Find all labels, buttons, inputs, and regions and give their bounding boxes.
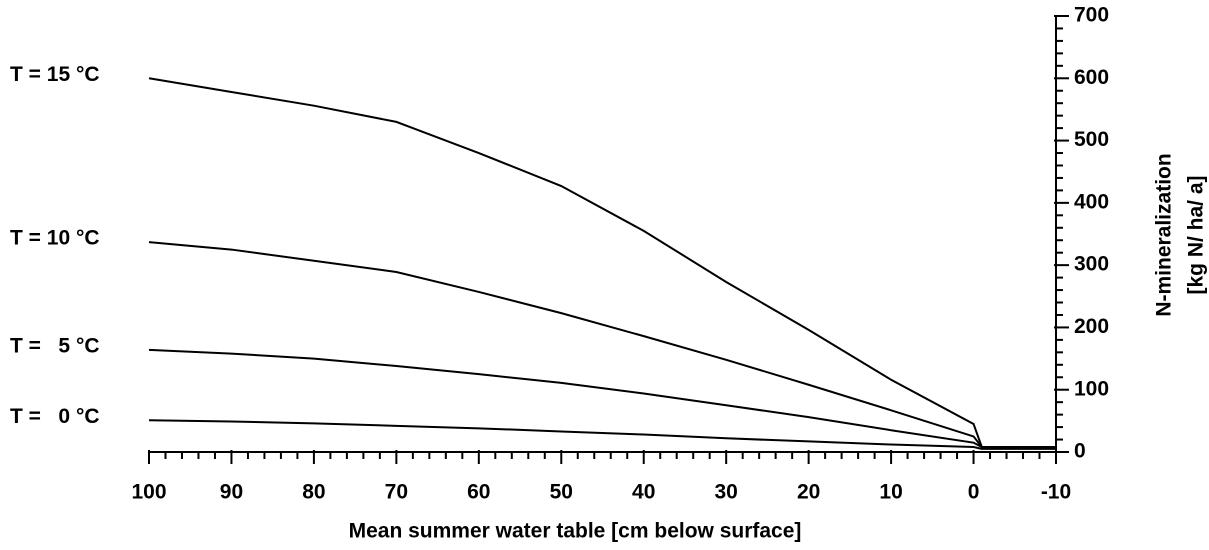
x-tick-label: 20: [797, 481, 820, 504]
y-tick-label: 500: [1074, 128, 1109, 151]
series-label: T = 10 °C: [10, 227, 100, 250]
x-tick-label: 100: [131, 481, 166, 504]
x-tick-label: 0: [968, 481, 980, 504]
x-tick-label: 10: [879, 481, 902, 504]
y-axis-label-line: [kg N/ ha/ a]: [1185, 175, 1208, 294]
x-tick-label: 40: [632, 481, 655, 504]
x-tick-label: 50: [550, 481, 573, 504]
x-tick-label: 60: [467, 481, 490, 504]
y-tick-label: 100: [1074, 377, 1109, 400]
x-tick-label: 70: [385, 481, 408, 504]
x-tick-label: 80: [302, 481, 325, 504]
series-label: T = 5 °C: [10, 334, 100, 357]
y-tick-label: 600: [1074, 66, 1109, 89]
y-axis-label: N-mineralization [kg N/ ha/ a]: [1153, 153, 1208, 316]
y-tick-label: 0: [1074, 440, 1086, 463]
x-axis-label: Mean summer water table [cm below surfac…: [349, 520, 802, 543]
series-line: [148, 348, 1056, 449]
x-tick-label: -10: [1041, 481, 1071, 504]
series-label: T = 0 °C: [10, 405, 100, 428]
x-tick-label: 90: [220, 481, 243, 504]
y-tick-label: 300: [1074, 253, 1109, 276]
series-line: [148, 419, 1056, 450]
series-line: [148, 241, 1056, 449]
y-tick-label: 400: [1074, 190, 1109, 213]
y-axis-label-line: N-mineralization: [1153, 153, 1176, 316]
y-tick-label: 200: [1074, 315, 1109, 338]
series-label: T = 15 °C: [10, 63, 100, 86]
series-line: [148, 77, 1056, 449]
x-tick-label: 30: [715, 481, 738, 504]
y-tick-label: 700: [1074, 4, 1109, 27]
